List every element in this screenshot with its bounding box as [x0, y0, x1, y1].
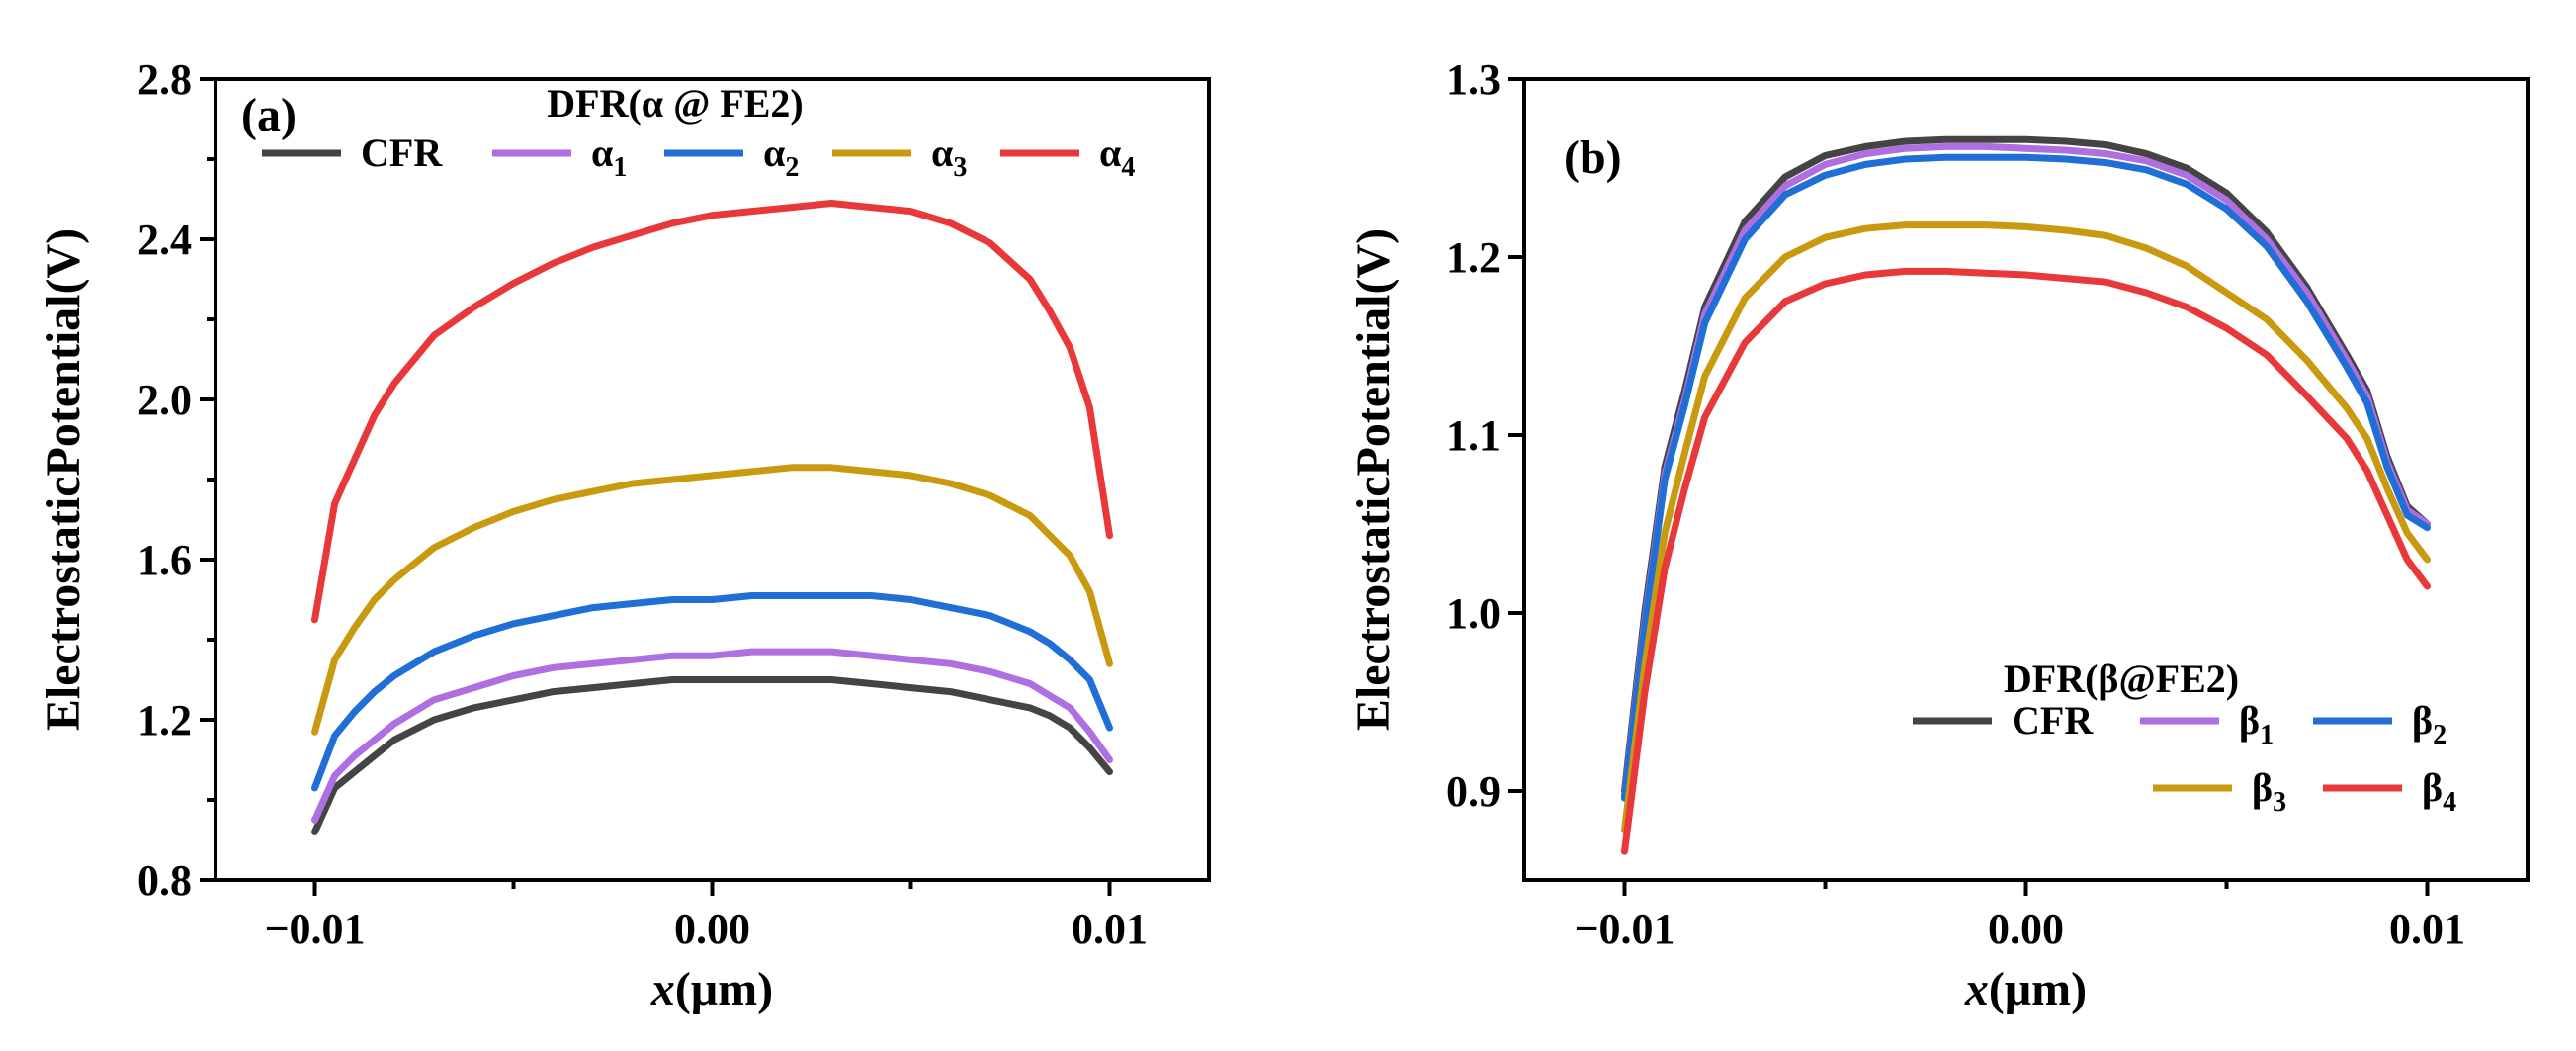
x-tick-label: 0.00 [674, 905, 750, 953]
series-line-α2 [311, 592, 1113, 792]
series-line-α3 [311, 464, 1113, 736]
x-tick-label: −0.01 [1574, 905, 1674, 953]
legend-label-subscript: 2 [785, 152, 799, 183]
y-tick-label: 0.8 [137, 856, 192, 905]
y-tick-label: 2.8 [137, 55, 192, 104]
y-tick-label: 2.0 [137, 376, 192, 424]
chart-panel-b: 0.9 1.0 1.1 1.2 1.3 −0.01 0.00 0.01 x(μm) Electro… [1347, 55, 2530, 1015]
legend-label-β3: β3 [2252, 765, 2286, 818]
series-line-β1 [1621, 142, 2431, 800]
legend-label-β4: β4 [2422, 765, 2456, 818]
x-tick-label: 0.01 [2389, 905, 2465, 953]
legend-label-base: α [591, 131, 613, 175]
y-tick-label: 1.1 [1446, 411, 1501, 460]
y-tick-label: 1.2 [1446, 233, 1501, 282]
y-tick-label: 1.0 [1446, 589, 1501, 638]
legend-label-base: β [2252, 765, 2273, 810]
y-tick-label: 1.3 [1446, 55, 1501, 104]
x-axis-variable: x [1964, 963, 1989, 1015]
y-tick-label: 0.9 [1446, 767, 1501, 816]
series-line-α1 [311, 648, 1113, 824]
legend-label-α4: α4 [1099, 131, 1135, 183]
series-line-CFR [311, 676, 1113, 835]
legend-label-base: α [763, 131, 785, 175]
legend-label-base: CFR [2012, 698, 2094, 743]
y-axis-label: ElectrostaticPotential(V) [1347, 228, 1400, 731]
legend-label-base: β [2422, 765, 2443, 810]
legend-label-β1: β1 [2239, 698, 2274, 750]
legend-label-subscript: 1 [613, 152, 627, 183]
series-line-β4 [1621, 267, 2431, 855]
legend-label-subscript: 4 [2443, 787, 2456, 818]
legend-label-α3: α3 [931, 131, 967, 183]
y-tick-label: 2.4 [137, 216, 192, 264]
legend-title: DFR(β@FE2) [2004, 657, 2239, 701]
legend: DFR(α @ FE2)CFR α1 α2 α3 α4 [262, 81, 1135, 183]
legend-label-CFR: CFR [361, 131, 443, 175]
legend-label-CFR: CFR [2012, 698, 2094, 743]
legend-label-subscript: 3 [2273, 787, 2286, 818]
x-tick-label: 0.00 [1988, 905, 2064, 953]
series-line-β3 [1621, 221, 2431, 834]
y-axis-label: ElectrostaticPotential(V) [38, 228, 90, 731]
legend-label-base: α [1099, 131, 1121, 175]
x-tick-label: −0.01 [264, 905, 365, 953]
legend-title: DFR(α @ FE2) [547, 81, 804, 126]
y-tick-label: 1.2 [137, 696, 192, 744]
panel-label: (b) [1564, 131, 1622, 184]
series-line-α4 [311, 200, 1113, 624]
legend-label-base: β [2412, 698, 2433, 743]
y-tick-label: 1.6 [137, 536, 192, 584]
legend-label-base: CFR [361, 131, 443, 175]
legend-label-base: α [931, 131, 953, 175]
panel-label: (a) [241, 89, 297, 141]
legend-label-α2: α2 [763, 131, 799, 183]
x-axis-label: x(μm) [650, 963, 773, 1015]
x-axis-unit: (μm) [675, 963, 773, 1015]
legend-label-α1: α1 [591, 131, 627, 183]
legend-label-subscript: 2 [2433, 720, 2447, 750]
x-tick-label: 0.01 [1072, 905, 1148, 953]
legend-label-subscript: 1 [2260, 720, 2274, 750]
chart-panel-a: 0.8 1.2 1.6 2.0 2.4 2.8 −0.01 0.00 0.01 x(μm) Elec… [38, 55, 1211, 1015]
x-axis-variable: x [650, 963, 675, 1015]
series-line-β2 [1621, 153, 2431, 802]
x-axis-label: x(μm) [1964, 963, 2087, 1015]
legend-label-subscript: 4 [1121, 152, 1135, 183]
legend-label-base: β [2239, 698, 2260, 743]
legend-label-β2: β2 [2412, 698, 2447, 750]
legend-label-subscript: 3 [953, 152, 967, 183]
x-axis-unit: (μm) [1989, 963, 2087, 1015]
